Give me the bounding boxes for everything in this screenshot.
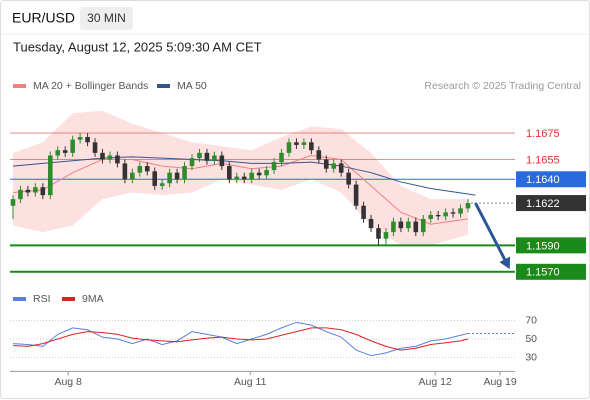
candle-body bbox=[406, 221, 411, 229]
candle-body bbox=[144, 166, 150, 172]
candle-body bbox=[62, 150, 68, 153]
candle-body bbox=[18, 189, 23, 200]
y-tick-label: 70 bbox=[525, 314, 537, 326]
candle-body bbox=[227, 166, 232, 180]
candle-body bbox=[137, 166, 143, 173]
candle-body bbox=[323, 159, 329, 169]
candle-body bbox=[115, 155, 120, 164]
level-label: 1.1655 bbox=[526, 154, 560, 166]
legend-label: MA 20 + Bollinger Bands bbox=[33, 80, 148, 92]
x-tick-label: Aug 8 bbox=[54, 376, 82, 388]
level-label: 1.1675 bbox=[526, 128, 560, 140]
ma-line bbox=[12, 156, 476, 196]
candle-body bbox=[92, 142, 98, 153]
candle-body bbox=[100, 152, 105, 160]
candle-body bbox=[197, 152, 202, 159]
level-box bbox=[516, 237, 586, 254]
candle-body bbox=[219, 155, 225, 167]
candle-body bbox=[465, 203, 471, 209]
x-tick-label: Aug 19 bbox=[483, 376, 516, 388]
legend-label: MA 50 bbox=[177, 80, 207, 92]
candle-body bbox=[70, 139, 75, 153]
credit: Research © 2025 Trading Central bbox=[424, 80, 581, 92]
legend-label: RSI bbox=[33, 293, 51, 305]
candle-body bbox=[10, 199, 16, 206]
candle-body bbox=[376, 228, 381, 239]
candle-body bbox=[234, 176, 240, 180]
candle-body bbox=[249, 172, 254, 180]
candle-body bbox=[331, 163, 337, 169]
level-box bbox=[516, 195, 586, 212]
candle-body bbox=[241, 176, 247, 180]
candle-body bbox=[107, 155, 113, 160]
candle-body bbox=[353, 184, 359, 206]
candle-body bbox=[204, 152, 210, 161]
bollinger-band bbox=[12, 110, 469, 246]
candle-body bbox=[420, 218, 426, 233]
candle-body bbox=[435, 214, 441, 217]
candle-body bbox=[152, 171, 158, 186]
candle-body bbox=[85, 137, 90, 143]
x-tick-label: Aug 12 bbox=[419, 376, 452, 388]
legend-label: 9MA bbox=[82, 293, 104, 305]
candle-body bbox=[264, 170, 269, 176]
candle-body bbox=[47, 155, 53, 196]
candle-body bbox=[189, 158, 195, 167]
candle-body bbox=[383, 232, 389, 239]
symbol: EUR/USD bbox=[12, 10, 75, 26]
candle-body bbox=[174, 172, 180, 180]
candle-body bbox=[25, 189, 31, 193]
candle-body bbox=[159, 183, 165, 186]
candle-body bbox=[413, 221, 419, 233]
candle-body bbox=[182, 166, 187, 180]
candle-body bbox=[458, 208, 463, 214]
candle-body bbox=[338, 163, 344, 173]
candle-body bbox=[55, 150, 61, 156]
x-tick-label: Aug 11 bbox=[234, 376, 267, 388]
candle-body bbox=[443, 212, 448, 217]
candle-body bbox=[286, 142, 292, 153]
candle-body bbox=[294, 142, 299, 145]
level-label: 1.1590 bbox=[526, 240, 560, 252]
forecast-arrowhead bbox=[499, 256, 511, 270]
level-box bbox=[516, 171, 586, 188]
candle-body bbox=[346, 172, 351, 185]
level-label: 1.1570 bbox=[526, 267, 560, 279]
candle-body bbox=[271, 162, 277, 171]
candle-body bbox=[391, 221, 396, 233]
level-label: 1.1622 bbox=[526, 198, 560, 210]
candle-body bbox=[167, 172, 172, 184]
candle-body bbox=[33, 187, 38, 193]
candle-body bbox=[212, 155, 217, 161]
candle-body bbox=[130, 172, 135, 180]
level-box bbox=[516, 263, 586, 280]
level-label: 1.1640 bbox=[526, 174, 560, 186]
candle-body bbox=[77, 137, 83, 140]
candle-body bbox=[256, 172, 262, 176]
timeframe[interactable]: 30 MIN bbox=[87, 11, 126, 25]
forecast-arrow bbox=[474, 202, 507, 261]
timeframe-button[interactable] bbox=[80, 7, 133, 30]
rsi-line bbox=[12, 327, 469, 351]
candle-body bbox=[279, 152, 284, 163]
datetime: Tuesday, August 12, 2025 5:09:30 AM CET bbox=[13, 39, 262, 54]
candle-body bbox=[428, 214, 434, 219]
y-tick-label: 30 bbox=[525, 351, 537, 363]
candle-body bbox=[301, 142, 307, 145]
candle-body bbox=[40, 187, 46, 196]
y-tick-label: 50 bbox=[525, 333, 537, 345]
candle-body bbox=[450, 212, 456, 214]
candle-body bbox=[309, 142, 314, 151]
candle-body bbox=[316, 150, 322, 160]
candle-body bbox=[361, 205, 366, 219]
candle-body bbox=[368, 218, 374, 229]
candle-body bbox=[398, 221, 404, 229]
candle-body bbox=[122, 163, 128, 180]
ma-line bbox=[12, 154, 469, 225]
